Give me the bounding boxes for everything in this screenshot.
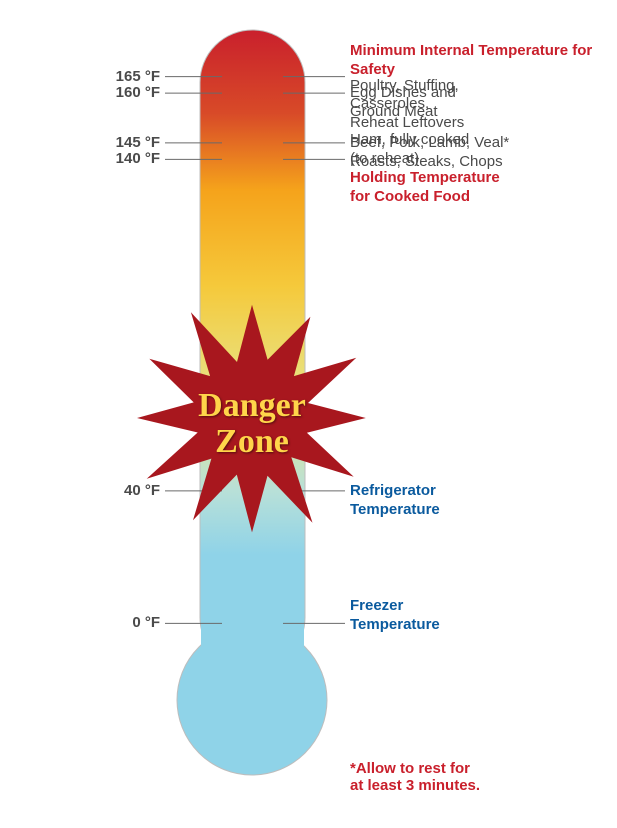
- header-min-temp: Minimum Internal Temperature for Safety: [350, 42, 600, 80]
- tick-label-165: 165 °F: [105, 68, 160, 85]
- tick-label-145: 145 °F: [105, 134, 160, 151]
- annotation-140: Ham, fully cooked(to reheat)Holding Temp…: [350, 131, 600, 206]
- footnote: *Allow to rest for at least 3 minutes.: [350, 760, 600, 794]
- annotation-160: Egg Dishes andGround Meat: [350, 84, 600, 122]
- danger-line1: Danger: [198, 387, 306, 424]
- annotation-0: FreezerTemperature: [350, 597, 600, 635]
- food-safety-thermometer-diagram: { "layout": { "thermometer": { "tube_x":…: [0, 0, 617, 828]
- danger-line2: Zone: [215, 423, 289, 460]
- footnote-line1: *Allow to rest for: [350, 760, 470, 777]
- tick-label-0: 0 °F: [105, 614, 160, 631]
- tick-label-140: 140 °F: [105, 150, 160, 167]
- footnote-line2: at least 3 minutes.: [350, 777, 480, 794]
- tick-label-160: 160 °F: [105, 84, 160, 101]
- danger-zone-label: Danger Zone: [172, 388, 332, 459]
- annotation-40: RefrigeratorTemperature: [350, 482, 600, 520]
- tick-label-40: 40 °F: [105, 482, 160, 499]
